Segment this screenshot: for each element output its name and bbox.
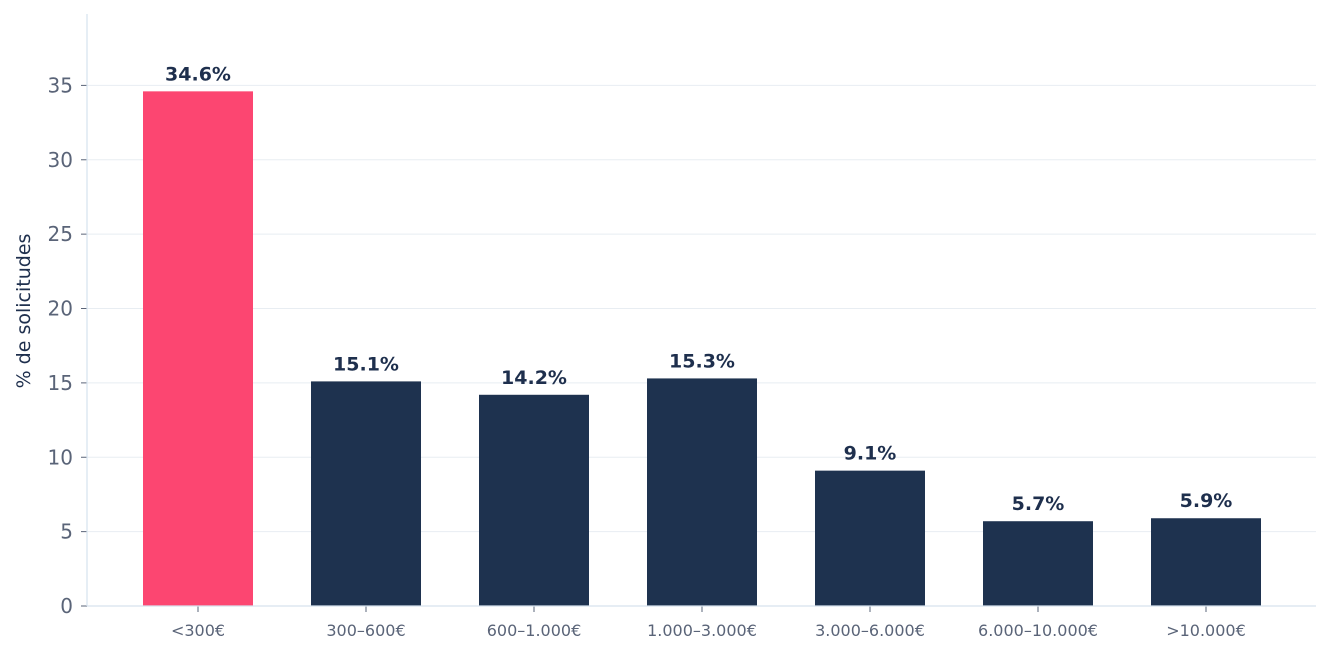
bar-value-label: 5.9% bbox=[1180, 490, 1233, 512]
x-tick-label: 3.000–6.000€ bbox=[815, 621, 925, 640]
axes: 0 5 10 15 20 25 30 35 <300€ 300–600€ 600–1.000€ 1.0… bbox=[48, 14, 1316, 640]
bar-value-label: 15.3% bbox=[669, 350, 735, 372]
bar bbox=[311, 381, 421, 606]
x-tick-label: 600–1.000€ bbox=[487, 621, 582, 640]
bar bbox=[1151, 518, 1261, 606]
bar bbox=[479, 394, 589, 606]
bar bbox=[143, 91, 253, 606]
bar-value-label: 34.6% bbox=[165, 63, 231, 85]
bar bbox=[647, 378, 757, 606]
y-tick-label: 15 bbox=[48, 371, 73, 395]
y-tick-label: 20 bbox=[48, 297, 73, 321]
bar bbox=[815, 470, 925, 606]
bar-value-label: 5.7% bbox=[1012, 493, 1065, 515]
x-tick-label: >10.000€ bbox=[1166, 621, 1246, 640]
y-tick-label: 35 bbox=[48, 73, 73, 97]
bar-value-label: 9.1% bbox=[844, 443, 897, 465]
y-tick-label: 0 bbox=[60, 594, 73, 618]
x-tick-label: 6.000–10.000€ bbox=[978, 621, 1098, 640]
bar-value-labels: 34.6% 15.1% 14.2% 15.3% 9.1% 5.7% 5.9% bbox=[165, 63, 1232, 515]
bar bbox=[983, 521, 1093, 606]
bar-value-label: 14.2% bbox=[501, 367, 567, 389]
y-tick-label: 30 bbox=[48, 148, 73, 172]
x-tick-label: <300€ bbox=[171, 621, 225, 640]
x-tick-label: 1.000–3.000€ bbox=[647, 621, 757, 640]
x-tick-label: 300–600€ bbox=[326, 621, 405, 640]
y-tick-label: 25 bbox=[48, 222, 73, 246]
y-tick-label: 10 bbox=[48, 445, 73, 469]
bars bbox=[143, 91, 1261, 606]
y-axis-label: % de solicitudes bbox=[13, 234, 35, 389]
y-tick-label: 5 bbox=[60, 520, 73, 544]
bar-value-label: 15.1% bbox=[333, 353, 399, 375]
